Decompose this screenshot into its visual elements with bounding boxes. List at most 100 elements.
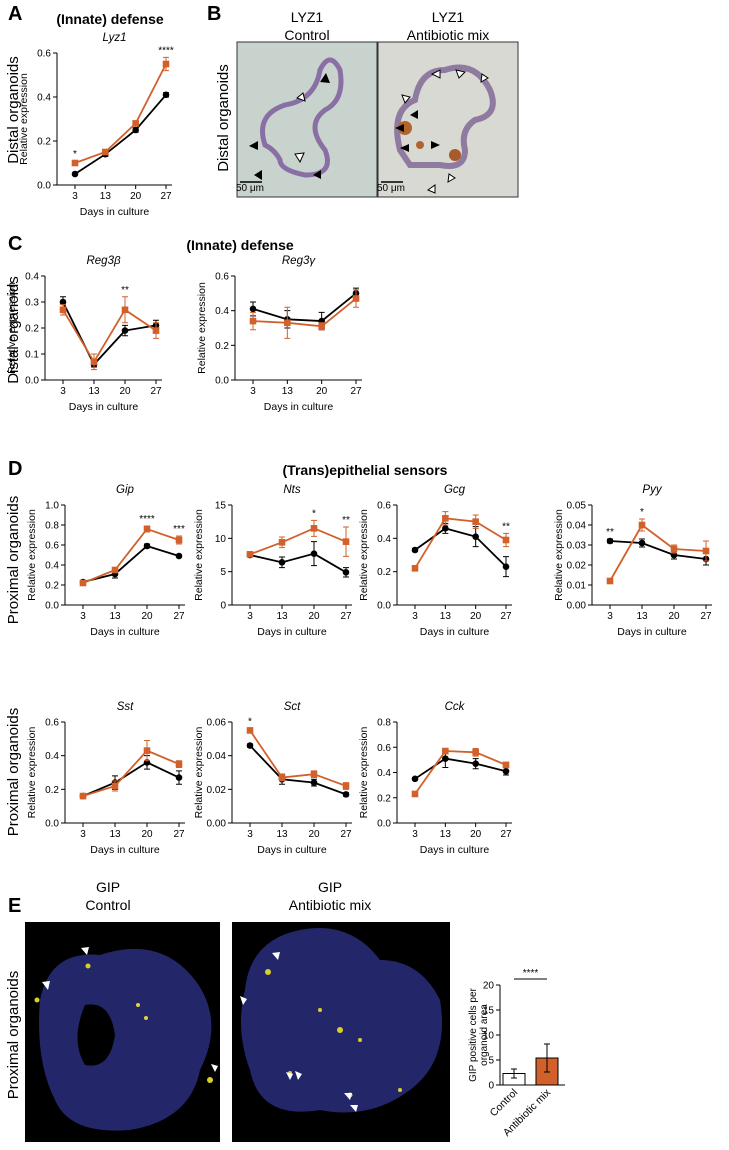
x-tick-label: 20 — [470, 611, 482, 622]
series-line — [609, 523, 707, 582]
point — [502, 761, 510, 769]
point — [278, 559, 286, 566]
y-tick-label: 0.4 — [37, 93, 51, 104]
y-axis-label: Relative expression — [6, 282, 18, 374]
x-tick-label: 27 — [173, 829, 185, 840]
x-axis-label: Days in culture — [420, 626, 490, 638]
y-tick-label: 0.0 — [45, 819, 59, 830]
point — [71, 170, 79, 178]
y-tick-label: 0.02 — [567, 561, 587, 572]
point — [143, 525, 151, 533]
micrograph-antibiotic — [377, 41, 519, 198]
point — [143, 542, 151, 550]
y-tick-label: 0.03 — [567, 541, 587, 552]
y-tick-label: 15 — [483, 1006, 495, 1017]
point — [411, 565, 419, 572]
image-subtitle: Antibiotic mix — [289, 897, 371, 913]
point — [79, 579, 87, 587]
y-tick-label: 0.6 — [45, 718, 59, 729]
micrograph-control — [236, 41, 378, 198]
point — [502, 767, 510, 775]
point — [121, 327, 129, 334]
point — [342, 791, 350, 798]
x-tick-label: 20 — [316, 386, 328, 397]
image-subtitle: Control — [85, 897, 130, 913]
y-tick-label: 0.2 — [377, 793, 391, 804]
x-tick-label: 13 — [440, 611, 452, 622]
point — [59, 306, 67, 314]
point — [472, 749, 479, 756]
point — [121, 306, 129, 314]
y-tick-label: 0 — [220, 601, 226, 612]
point — [638, 539, 646, 547]
point — [175, 774, 183, 781]
panel-label: B — [207, 3, 221, 25]
y-tick-label: 0.4 — [25, 272, 39, 283]
point — [638, 521, 646, 529]
point — [71, 159, 79, 167]
x-axis-label: Days in culture — [80, 206, 150, 218]
y-tick-label: 0.02 — [207, 785, 227, 796]
x-tick-label: 13 — [109, 611, 121, 622]
x-tick-label: 13 — [282, 386, 294, 397]
x-tick-label: 20 — [308, 611, 320, 622]
scale-bar-label: 50 μm — [236, 183, 264, 194]
x-tick-label: 20 — [141, 829, 153, 840]
fluorescence-control — [25, 922, 220, 1142]
x-tick-label: 20 — [119, 386, 131, 397]
y-tick-label: 0.0 — [25, 376, 39, 387]
y-tick-label: 0.6 — [377, 501, 391, 512]
point — [310, 770, 318, 778]
significance: **** — [139, 514, 155, 525]
series-line — [249, 527, 347, 556]
x-tick-label: 13 — [109, 829, 121, 840]
y-tick-label: 0.2 — [37, 137, 51, 148]
y-tick-label: 0.4 — [45, 561, 59, 572]
point — [249, 317, 257, 325]
point — [442, 525, 449, 532]
point — [284, 319, 291, 327]
point — [102, 148, 109, 156]
point — [152, 327, 160, 334]
x-tick-label: 27 — [500, 829, 512, 840]
point — [132, 126, 139, 134]
y-tick-label: 0.0 — [45, 601, 59, 612]
series-line — [414, 750, 507, 795]
error-bar — [511, 1068, 517, 1079]
x-tick-label: 13 — [88, 386, 100, 397]
x-tick-label: 3 — [80, 611, 86, 622]
y-axis-label: Relative expression — [358, 509, 370, 601]
y-tick-label: 0.8 — [45, 521, 59, 532]
y-tick-label: 10 — [215, 534, 227, 545]
y-axis-label: Relative expression — [553, 509, 565, 601]
x-tick-label: 20 — [308, 829, 320, 840]
row-label: Distal organoids — [5, 276, 22, 384]
significance: **** — [523, 968, 539, 979]
x-tick-label: 13 — [100, 191, 112, 202]
group-title: (Trans)epithelial sensors — [283, 462, 448, 478]
point — [310, 779, 318, 786]
significance: * — [73, 149, 77, 160]
y-axis-label: Relative expression — [18, 73, 30, 165]
y-tick-label: 0.6 — [377, 743, 391, 754]
x-tick-label: 3 — [412, 611, 418, 622]
y-axis-label: GIP positive cells per — [468, 987, 479, 1081]
point — [246, 742, 254, 749]
chart-title: Reg3β — [86, 255, 120, 267]
significance: *** — [173, 524, 185, 535]
point — [249, 305, 257, 313]
x-tick-label: 3 — [247, 611, 253, 622]
x-tick-label: 27 — [173, 611, 185, 622]
x-axis-label: Days in culture — [617, 626, 687, 638]
y-tick-label: 10 — [483, 1031, 495, 1042]
point — [472, 760, 479, 767]
y-tick-label: 0.0 — [215, 376, 229, 387]
series-line — [74, 94, 167, 175]
point — [246, 551, 254, 558]
x-tick-label: 13 — [276, 611, 288, 622]
chart-title: Sct — [284, 701, 301, 713]
y-tick-label: 0.4 — [215, 306, 229, 317]
chart-title: Lyz1 — [102, 32, 126, 44]
error-bar — [544, 1043, 550, 1073]
point — [175, 536, 183, 544]
